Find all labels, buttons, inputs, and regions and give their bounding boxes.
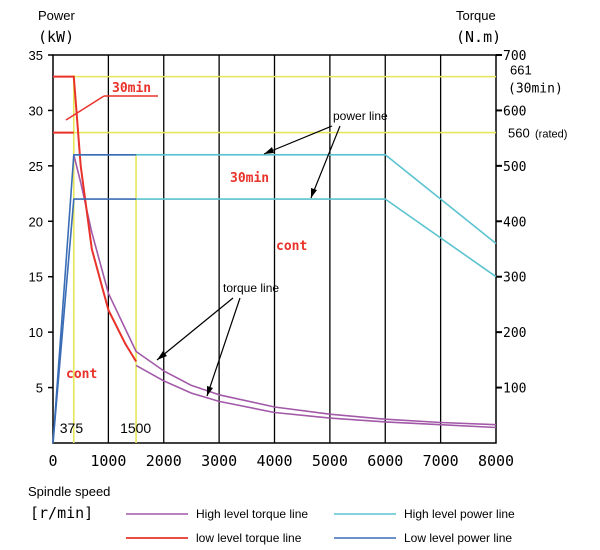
x-tick-label-7: 7000 [423,452,459,470]
x-tick-label-4: 4000 [256,452,292,470]
left-tick-label-0: 5 [36,381,43,396]
x-tick-label-1: 1000 [90,452,126,470]
ref-v-label-2: 375 [60,420,84,436]
ref-v-label-3: 1500 [120,420,151,436]
right-tick-label-6: 700 [503,49,526,64]
torque-line-arrow-2 [206,297,241,397]
right-tick-label-5: 600 [503,104,526,119]
min30-top-label: 30min [112,81,151,96]
torque-line-arrowhead-1 [157,351,167,360]
series-line-1 [53,75,137,363]
x-tick-label-8: 8000 [478,452,514,470]
cont-mid-label: cont [276,239,307,254]
reference-lines: 661 (30min) 560 (rated) 375 1500 [53,63,567,443]
min30-top-annotation: 30min [65,81,158,121]
ref-line-note-1: (rated) [535,129,567,141]
series-lines [52,75,497,444]
power-line-arrowhead-2 [311,188,317,198]
legend-label-high-torque: High level torque line [196,507,308,521]
torque-line-arrowhead-2 [207,386,213,396]
series-line-0 [73,154,497,426]
right-tick-label-3: 400 [503,215,526,230]
left-tick-label-5: 30 [29,103,43,118]
series-line-7 [52,198,137,444]
power-line-arrowhead-1 [264,147,274,154]
left-tick-label-2: 15 [29,270,43,285]
left-axis-title: Power [38,8,76,23]
power-line-label: power line [333,109,388,123]
legend-label-high-power: High level power line [404,507,515,521]
x-tick-label-0: 0 [48,452,57,470]
ref-line-note-0: (30min) [508,82,563,97]
x-tick-label-3: 3000 [201,452,237,470]
left-tick-label-3: 20 [29,214,43,229]
right-axis-unit: (N.m) [456,28,501,46]
torque-line-annotation: torque line [156,281,279,397]
torque-line-label: torque line [223,281,279,295]
left-tick-label-4: 25 [29,159,43,174]
series-line-6 [52,154,137,444]
cont-low-label: cont [66,367,97,382]
x-axis-title: Spindle speed [28,484,110,499]
right-tick-label-1: 200 [503,326,526,341]
series-line-5 [136,198,497,278]
right-axis-title: Torque [456,8,496,23]
power-line-arrow-1 [263,125,333,155]
legend: High level torque line High level power … [126,507,515,545]
x-axis-unit: [r/min] [30,504,93,522]
left-tick-label-6: 35 [29,48,43,63]
ref-line-value-1: 560 [508,126,530,141]
right-tick-label-0: 100 [503,382,526,397]
right-tick-label-4: 500 [503,160,526,175]
min30-top-leader [65,95,105,121]
x-tick-label-6: 6000 [367,452,403,470]
series-line-4 [73,154,497,245]
power-line-annotation: power line [263,109,388,199]
right-tick-label-2: 300 [503,271,526,286]
series-line-3 [135,364,497,429]
power-line-arrow-2 [310,125,341,199]
left-tick-label-1: 10 [29,325,43,340]
ticks: 0 1000 2000 3000 4000 5000 6000 7000 8000 5 10 15 20… [29,48,527,470]
grid [52,54,497,444]
torque-line-arrow-1 [156,297,234,361]
x-tick-label-5: 5000 [312,452,348,470]
legend-label-low-power: Low level power line [404,531,512,545]
ref-line-value-0: 661 [510,63,532,78]
min30-mid-label: 30min [230,171,269,186]
left-axis-unit: (kW) [38,28,74,46]
x-tick-label-2: 2000 [146,452,182,470]
legend-label-low-torque: low level torque line [196,531,302,545]
